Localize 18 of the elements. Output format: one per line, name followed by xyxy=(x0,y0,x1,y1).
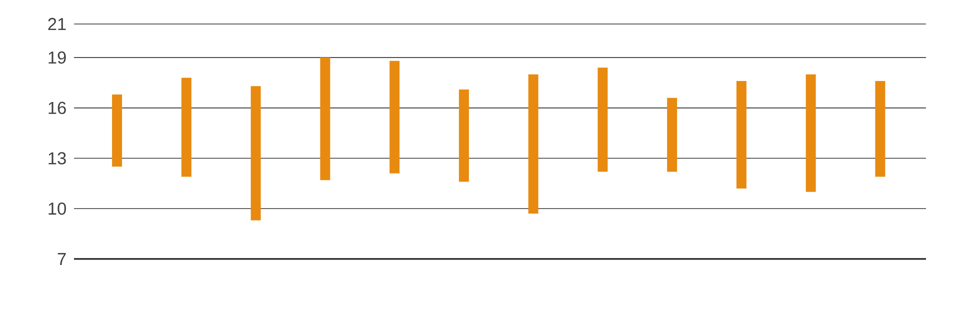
bar xyxy=(598,68,608,172)
bar xyxy=(390,60,400,174)
bar xyxy=(875,81,886,177)
y-tick-label: 16 xyxy=(48,102,66,114)
y-tick-label: 19 xyxy=(48,51,66,64)
bar xyxy=(181,78,192,177)
bar xyxy=(320,58,330,180)
bar xyxy=(112,94,122,167)
bar xyxy=(528,74,538,214)
bar xyxy=(736,81,746,188)
y-tick-label: 7 xyxy=(58,253,66,265)
bar xyxy=(806,74,816,192)
y-tick-label: 21 xyxy=(48,18,66,30)
y-tick-label: 13 xyxy=(48,152,66,164)
bar xyxy=(667,98,678,172)
bar xyxy=(458,89,469,182)
y-tick-label: 10 xyxy=(48,202,66,215)
bar xyxy=(250,86,261,220)
